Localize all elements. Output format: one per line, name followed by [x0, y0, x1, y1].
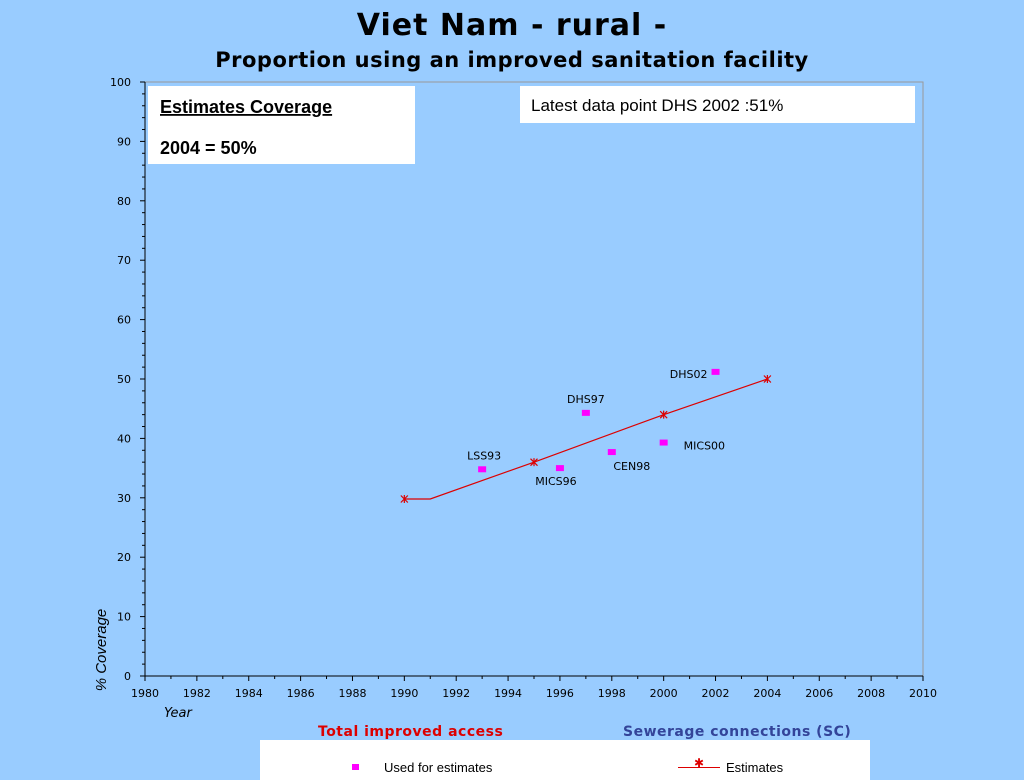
data-point-label: MICS96	[535, 475, 576, 488]
data-point-label: MICS00	[684, 440, 725, 453]
legend-box: Used for estimates ✱ Estimates	[260, 740, 870, 780]
legend-used-marker	[352, 764, 359, 770]
x-tick-label: 1982	[183, 687, 211, 700]
estimate-marker	[530, 458, 538, 467]
estimate-marker	[659, 410, 668, 419]
plot-background	[144, 81, 924, 677]
y-tick-label: 90	[117, 135, 131, 148]
data-point-label: CEN98	[613, 460, 650, 473]
legend-estimates-marker: ✱	[694, 756, 705, 770]
y-tick-label: 60	[117, 314, 131, 327]
x-tick-label: 1988	[338, 687, 366, 700]
series-group	[400, 368, 772, 503]
data-point-marker	[478, 466, 487, 473]
x-tick-label: 1994	[494, 687, 522, 700]
labels-group: LSS93 MICS96 DHS97 CEN98 MICS00 DHS02	[467, 368, 725, 488]
x-axis-label: Year	[164, 706, 193, 721]
x-tick-label: 1986	[287, 687, 315, 700]
data-point-marker	[659, 439, 668, 446]
estimate-marker	[400, 494, 409, 503]
x-tick-label: 1998	[598, 687, 626, 700]
data-point-marker	[555, 465, 564, 472]
y-tick-label: 80	[117, 195, 131, 208]
latest-data-box	[520, 86, 915, 123]
estimates-coverage-box	[148, 86, 415, 164]
x-tick-label: 1980	[131, 687, 159, 700]
legend-total-improved: Total improved access	[318, 724, 504, 740]
data-point-label: DHS97	[567, 393, 605, 406]
chart-title: Viet Nam - rural -	[356, 8, 668, 43]
y-tick-label: 50	[117, 373, 131, 386]
data-point-marker	[711, 368, 720, 375]
estimate-marker	[763, 375, 772, 383]
data-point-label: DHS02	[670, 368, 708, 381]
y-tick-label: 40	[117, 432, 131, 445]
x-tick-label: 1990	[390, 687, 418, 700]
axes-group: 0 10 20 30 40 50 60 70 80 90 100 1980 1982 1984 1986 19…	[110, 76, 937, 700]
latest-data-text: Latest data point DHS 2002 :51%	[531, 96, 783, 115]
y-tick-label: 30	[117, 492, 131, 505]
y-tick-label: 10	[117, 611, 131, 624]
x-tick-label: 1992	[442, 687, 470, 700]
y-tick-label: 70	[117, 254, 131, 267]
x-tick-label: 2006	[805, 687, 833, 700]
x-tick-label: 1996	[546, 687, 574, 700]
estimates-coverage-title: Estimates Coverage	[160, 97, 332, 117]
x-tick-label: 2000	[650, 687, 678, 700]
data-point-label: LSS93	[467, 449, 501, 462]
y-tick-label: 100	[110, 76, 131, 89]
x-tick-label: 2002	[702, 687, 730, 700]
x-tick-label: 2004	[753, 687, 781, 700]
x-tick-label: 1984	[235, 687, 263, 700]
legend-sewerage: Sewerage connections (SC)	[623, 724, 852, 740]
data-point-marker	[607, 449, 616, 456]
y-axis-label: % Coverage	[93, 609, 110, 692]
x-tick-label: 2008	[857, 687, 885, 700]
estimates-coverage-value: 2004 = 50%	[160, 138, 257, 158]
y-tick-label: 0	[124, 670, 131, 683]
chart-subtitle: Proportion using an improved sanitation …	[215, 48, 809, 72]
data-point-marker	[581, 409, 590, 416]
y-tick-label: 20	[117, 551, 131, 564]
x-tick-label: 2010	[909, 687, 937, 700]
